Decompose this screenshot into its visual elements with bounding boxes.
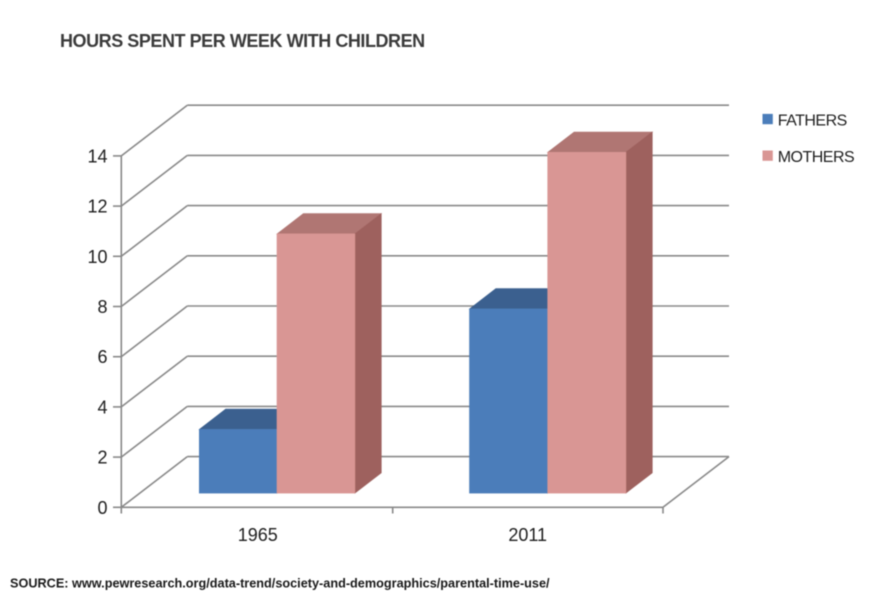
- svg-text:SOURCE: www.pewresearch.org/da: SOURCE: www.pewresearch.org/data-trend/s…: [10, 577, 550, 591]
- svg-text:2011: 2011: [508, 525, 547, 545]
- svg-text:10: 10: [87, 247, 107, 267]
- svg-text:MOTHERS: MOTHERS: [778, 149, 855, 166]
- svg-text:4: 4: [97, 397, 107, 417]
- svg-text:0: 0: [97, 498, 107, 518]
- svg-text:8: 8: [97, 297, 107, 317]
- svg-text:12: 12: [87, 197, 107, 217]
- svg-text:1965: 1965: [238, 525, 278, 545]
- svg-text:FATHERS: FATHERS: [778, 112, 847, 129]
- svg-text:2: 2: [97, 448, 107, 468]
- svg-text:HOURS SPENT PER WEEK WITH CHIL: HOURS SPENT PER WEEK WITH CHILDREN: [60, 31, 425, 51]
- svg-text:6: 6: [97, 347, 107, 367]
- svg-text:14: 14: [87, 146, 107, 166]
